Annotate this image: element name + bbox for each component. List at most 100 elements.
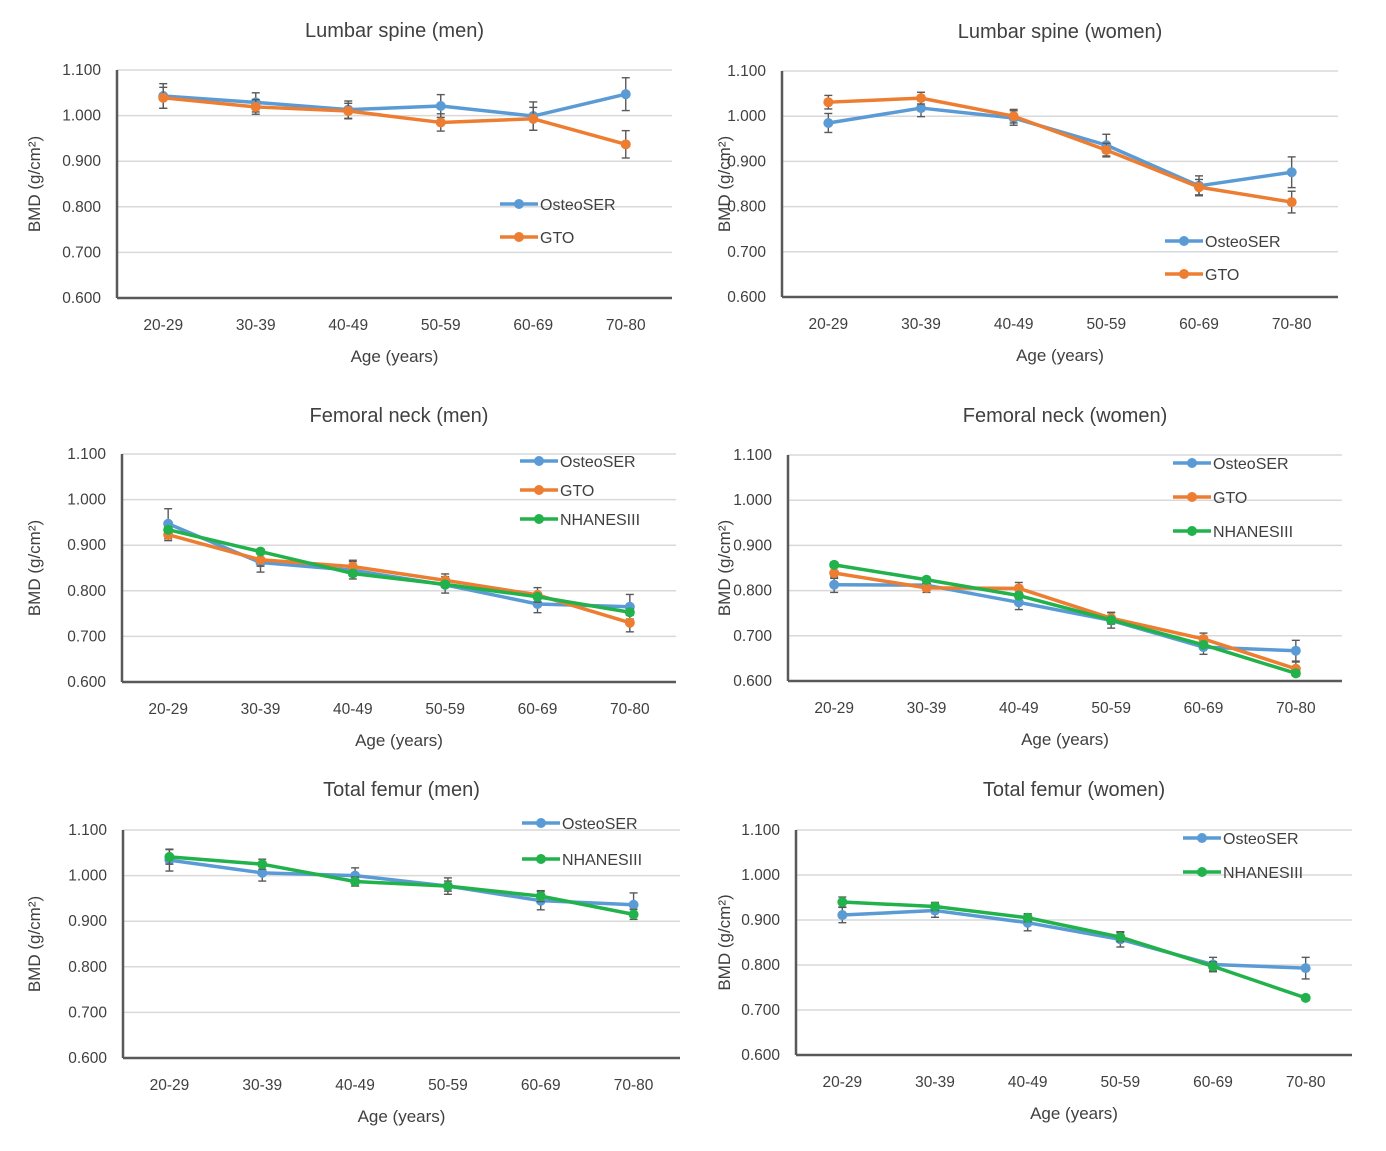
chart-svg: Total femur (men) 0.600 0.700 0.800 0.900 1.0… <box>25 779 680 1126</box>
x-tick-label: 60-69 <box>1184 700 1224 717</box>
series-line-osteoser <box>842 908 1306 970</box>
legend-marker <box>534 485 544 495</box>
legend-label: GTO <box>560 483 594 500</box>
data-point-osteoser <box>837 910 848 921</box>
series-line-nhanesiii <box>842 900 1307 1000</box>
y-tick-label: 0.600 <box>733 673 772 690</box>
series-line-gto <box>833 571 1297 671</box>
x-tick-label: 50-59 <box>1087 316 1127 333</box>
series-line-osteoser <box>834 582 1296 653</box>
chart-title: Total femur (women) <box>983 779 1165 801</box>
data-point-osteoser <box>628 899 639 910</box>
y-axis-label: BMD (g/cm²) <box>25 136 44 232</box>
data-point-nhanesiii <box>440 579 451 590</box>
x-tick-label: 30-39 <box>236 317 276 334</box>
x-tick-label: 20-29 <box>143 317 183 334</box>
y-tick-label: 0.700 <box>68 1004 107 1021</box>
chart-femoral-neck-men: Femoral neck (men) 0.600 0.700 0.800 0.900 1.… <box>0 385 690 770</box>
data-point-nhanesiii <box>1106 614 1117 625</box>
y-tick-label: 1.000 <box>68 868 107 885</box>
series-line-osteoser <box>828 106 1292 188</box>
data-point-nhanesiii <box>257 859 268 870</box>
legend-marker <box>1197 867 1207 877</box>
y-tick-label: 1.100 <box>733 447 772 464</box>
legend-label: NHANESIII <box>562 852 642 869</box>
data-point-gto <box>829 567 840 578</box>
x-tick-label: 40-49 <box>994 316 1034 333</box>
y-tick-label: 0.800 <box>62 199 101 216</box>
y-tick-label: 1.100 <box>727 63 766 80</box>
legend-marker <box>534 514 544 524</box>
legend-label: GTO <box>540 230 574 247</box>
data-point-osteoser <box>916 103 926 114</box>
legend-label: OsteoSER <box>1213 456 1289 473</box>
legend-entry: GTO <box>520 483 594 500</box>
y-tick-label: 0.800 <box>741 957 780 974</box>
x-tick-label: 50-59 <box>425 701 465 718</box>
y-axis-label: BMD (g/cm²) <box>715 520 734 616</box>
data-point-gto <box>916 93 926 104</box>
y-tick-label: 1.000 <box>733 492 772 509</box>
y-tick-label: 1.000 <box>741 867 780 884</box>
y-tick-label: 1.100 <box>68 822 107 839</box>
chart-svg: Femoral neck (men) 0.600 0.700 0.800 0.900 1.… <box>25 405 676 750</box>
chart-title: Femoral neck (men) <box>310 405 489 427</box>
data-point-nhanesiii <box>1022 912 1033 923</box>
series-line-gto <box>163 96 627 147</box>
series-line-nhanesiii <box>833 563 1297 675</box>
y-tick-label: 0.900 <box>727 153 766 170</box>
series-line-nhanesiii <box>169 855 634 917</box>
x-tick-label: 60-69 <box>513 317 553 334</box>
legend-entry: GTO <box>1165 267 1239 284</box>
x-axis-label: Age (years) <box>355 731 443 750</box>
y-tick-label: 0.900 <box>62 153 101 170</box>
y-tick-label: 0.700 <box>62 244 101 261</box>
x-tick-label: 70-80 <box>1286 1074 1326 1091</box>
data-point-osteoser <box>829 579 840 590</box>
y-tick-label: 0.900 <box>67 537 106 554</box>
y-axis-label: BMD (g/cm²) <box>25 520 44 616</box>
data-point-osteoser <box>1286 167 1297 178</box>
chart-svg: Lumbar spine (women) 0.600 0.700 0.800 0.900… <box>715 21 1338 365</box>
legend-entry: OsteoSER <box>500 197 616 214</box>
data-point-gto <box>250 101 261 112</box>
data-point-nhanesiii <box>164 851 175 862</box>
data-point-gto <box>1013 583 1024 594</box>
x-axis-label: Age (years) <box>1030 1104 1118 1123</box>
data-point-nhanesiii <box>829 559 840 570</box>
data-point-osteoser <box>620 89 631 100</box>
data-point-gto <box>823 97 834 108</box>
data-point-gto <box>347 561 358 572</box>
data-point-osteoser <box>1290 645 1301 656</box>
legend-marker <box>534 456 544 466</box>
legend-entry: NHANESIII <box>1173 524 1293 541</box>
y-tick-label: 1.000 <box>62 108 101 125</box>
y-tick-label: 0.700 <box>733 628 772 645</box>
x-tick-label: 50-59 <box>1091 700 1131 717</box>
y-tick-label: 0.600 <box>741 1047 780 1064</box>
data-point-osteoser <box>435 101 446 112</box>
legend-marker <box>1179 269 1189 279</box>
x-tick-label: 50-59 <box>421 317 461 334</box>
data-point-gto <box>1286 197 1297 208</box>
x-tick-label: 50-59 <box>428 1077 468 1094</box>
chart-svg: Total femur (women) 0.600 0.700 0.800 0.900 1… <box>715 779 1352 1123</box>
y-tick-label: 0.700 <box>741 1002 780 1019</box>
y-tick-label: 0.600 <box>67 674 106 691</box>
data-point-gto <box>620 139 631 150</box>
legend-entry: NHANESIII <box>520 512 640 529</box>
x-axis-label: Age (years) <box>358 1107 446 1126</box>
data-point-nhanesiii <box>1208 961 1218 972</box>
legend-label: OsteoSER <box>560 454 636 471</box>
series-line-nhanesiii <box>167 527 631 614</box>
x-axis-label: Age (years) <box>351 347 439 366</box>
y-tick-label: 0.800 <box>68 959 107 976</box>
data-point-osteoser <box>823 117 834 128</box>
data-point-gto <box>528 113 539 124</box>
legend-label: NHANESIII <box>1223 865 1303 882</box>
legend-marker <box>514 199 524 209</box>
x-tick-label: 40-49 <box>1008 1074 1048 1091</box>
x-tick-label: 40-49 <box>328 317 368 334</box>
x-tick-label: 60-69 <box>518 701 558 718</box>
legend-entry: OsteoSER <box>520 454 636 471</box>
